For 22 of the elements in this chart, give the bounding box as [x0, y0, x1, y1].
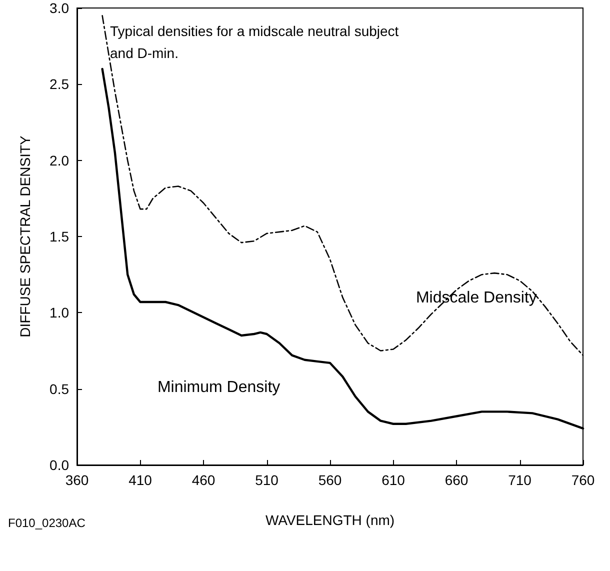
text: F010_0230AC [8, 516, 86, 530]
y-tick-label: 2.0 [50, 152, 70, 168]
y-tick-label: 2.5 [50, 76, 70, 92]
x-tick-label: 560 [318, 472, 342, 488]
x-tick-label: 610 [382, 472, 406, 488]
y-tick-label: 1.0 [50, 304, 70, 321]
x-tick-label: 360 [65, 472, 89, 488]
x-tick-label: 410 [128, 472, 152, 488]
x-tick-label: 660 [444, 472, 468, 488]
y-axis-title: DIFFUSE SPECTRAL DENSITY [17, 134, 33, 338]
y-tick-label: 1.5 [50, 228, 70, 244]
annotation: Typical densities for a midscale neutral subject and D-min. [110, 23, 399, 61]
y-tick-label: 0.5 [50, 380, 70, 397]
y-tick-label: 3.0 [50, 0, 70, 16]
x-tick-label: 710 [508, 472, 532, 488]
x-axis-title: WAVELENGTH (nm) [265, 512, 395, 528]
series-label: Minimum Density [157, 378, 280, 396]
series-label: Midscale Density [416, 290, 537, 307]
x-tick-label: 760 [571, 472, 595, 488]
x-tick-label: 510 [255, 472, 279, 488]
x-tick-label: 460 [192, 472, 216, 488]
y-tick-label: 0.0 [50, 457, 70, 473]
